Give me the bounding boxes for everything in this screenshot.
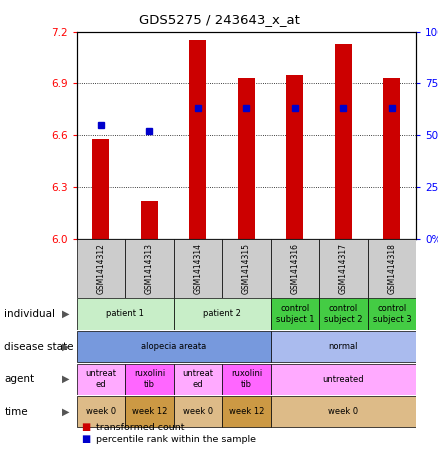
Text: GDS5275 / 243643_x_at: GDS5275 / 243643_x_at <box>138 13 300 26</box>
Text: GSM1414318: GSM1414318 <box>387 243 396 294</box>
Text: week 12: week 12 <box>132 407 167 416</box>
Text: GSM1414312: GSM1414312 <box>96 243 106 294</box>
Bar <box>238 78 255 239</box>
Text: ▶: ▶ <box>62 407 70 417</box>
FancyBboxPatch shape <box>125 239 173 298</box>
Text: GSM1414316: GSM1414316 <box>290 243 299 294</box>
FancyBboxPatch shape <box>271 396 416 428</box>
FancyBboxPatch shape <box>125 363 173 395</box>
Text: ■: ■ <box>81 434 90 444</box>
FancyBboxPatch shape <box>77 363 125 395</box>
Text: transformed count: transformed count <box>96 423 185 432</box>
Text: time: time <box>4 407 28 417</box>
Text: week 0: week 0 <box>183 407 213 416</box>
FancyBboxPatch shape <box>77 239 125 298</box>
FancyBboxPatch shape <box>271 363 416 395</box>
FancyBboxPatch shape <box>77 331 271 362</box>
Text: alopecia areata: alopecia areata <box>141 342 206 351</box>
Text: control
subject 3: control subject 3 <box>373 304 411 323</box>
Text: patient 2: patient 2 <box>203 309 241 318</box>
Text: patient 1: patient 1 <box>106 309 144 318</box>
FancyBboxPatch shape <box>125 396 173 428</box>
Text: percentile rank within the sample: percentile rank within the sample <box>96 435 256 443</box>
FancyBboxPatch shape <box>173 363 222 395</box>
Bar <box>189 40 206 239</box>
Text: ruxolini
tib: ruxolini tib <box>134 370 165 389</box>
Text: GSM1414315: GSM1414315 <box>242 243 251 294</box>
FancyBboxPatch shape <box>319 298 367 330</box>
Text: ▶: ▶ <box>62 309 70 319</box>
Text: normal: normal <box>328 342 358 351</box>
Text: GSM1414317: GSM1414317 <box>339 243 348 294</box>
FancyBboxPatch shape <box>173 396 222 428</box>
FancyBboxPatch shape <box>222 363 271 395</box>
Bar <box>335 44 352 239</box>
FancyBboxPatch shape <box>271 239 319 298</box>
Bar <box>141 201 158 239</box>
FancyBboxPatch shape <box>271 331 416 362</box>
FancyBboxPatch shape <box>271 298 319 330</box>
Text: disease state: disease state <box>4 342 74 352</box>
Bar <box>286 75 304 239</box>
Text: untreat
ed: untreat ed <box>85 370 117 389</box>
Text: agent: agent <box>4 374 35 384</box>
Text: individual: individual <box>4 309 55 319</box>
FancyBboxPatch shape <box>77 396 125 428</box>
FancyBboxPatch shape <box>77 298 173 330</box>
FancyBboxPatch shape <box>319 239 367 298</box>
Bar <box>92 139 110 239</box>
Text: ruxolini
tib: ruxolini tib <box>231 370 262 389</box>
Text: week 0: week 0 <box>86 407 116 416</box>
Text: control
subject 2: control subject 2 <box>324 304 363 323</box>
Text: control
subject 1: control subject 1 <box>276 304 314 323</box>
FancyBboxPatch shape <box>222 239 271 298</box>
Text: ▶: ▶ <box>62 342 70 352</box>
Text: week 12: week 12 <box>229 407 264 416</box>
Text: untreat
ed: untreat ed <box>182 370 213 389</box>
FancyBboxPatch shape <box>367 298 416 330</box>
FancyBboxPatch shape <box>173 239 222 298</box>
FancyBboxPatch shape <box>367 239 416 298</box>
Text: GSM1414313: GSM1414313 <box>145 243 154 294</box>
FancyBboxPatch shape <box>173 298 271 330</box>
Text: ▶: ▶ <box>62 374 70 384</box>
FancyBboxPatch shape <box>222 396 271 428</box>
Text: week 0: week 0 <box>328 407 358 416</box>
Text: GSM1414314: GSM1414314 <box>194 243 202 294</box>
Bar <box>383 78 400 239</box>
Text: ■: ■ <box>81 422 90 433</box>
Text: untreated: untreated <box>322 375 364 384</box>
